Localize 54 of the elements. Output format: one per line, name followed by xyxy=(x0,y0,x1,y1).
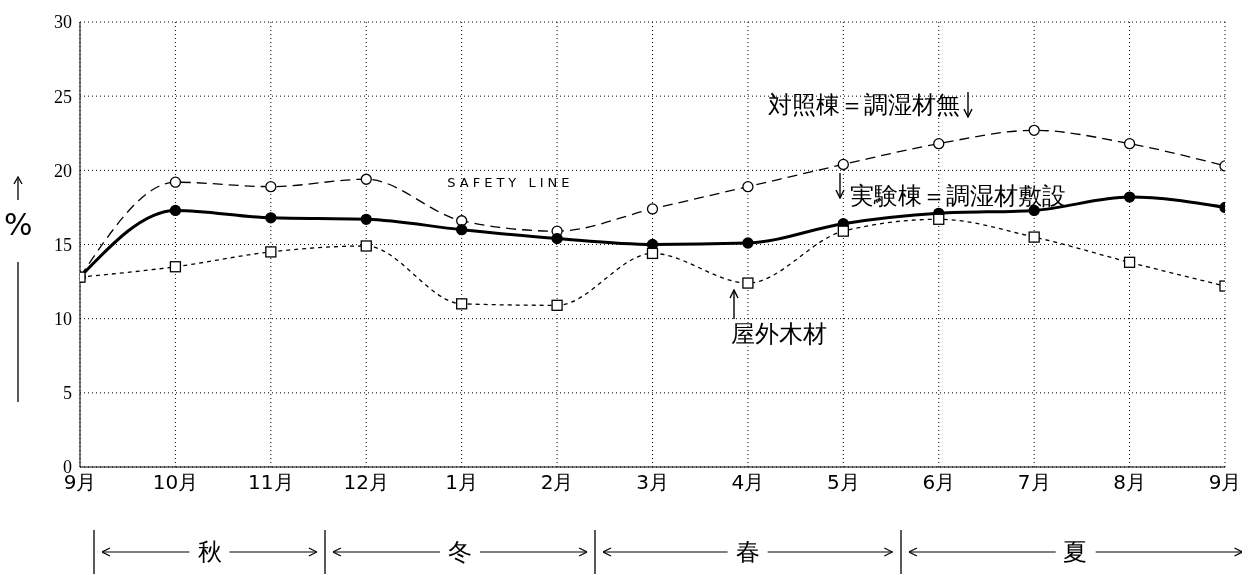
y-tick-label: 20 xyxy=(54,160,72,181)
y-tick-label: 30 xyxy=(54,12,72,33)
legend-label: 実験棟＝調湿材敷設 xyxy=(850,181,1066,211)
point xyxy=(1028,231,1040,243)
point xyxy=(742,277,754,289)
y-tick-label: 5 xyxy=(63,383,72,404)
point xyxy=(360,173,372,185)
annotation: SAFETY LINE xyxy=(447,175,574,191)
y-axis-title: % xyxy=(4,207,33,242)
point xyxy=(1123,256,1136,268)
y-tick-label: 25 xyxy=(54,86,72,107)
x-tick-label: 5月 xyxy=(826,470,860,495)
point xyxy=(551,299,563,311)
x-tick-label: 7月 xyxy=(1017,470,1051,495)
text: 冬 xyxy=(447,537,474,567)
point xyxy=(265,212,277,224)
point xyxy=(360,240,372,252)
point xyxy=(646,203,659,215)
point xyxy=(837,225,849,237)
point xyxy=(1123,137,1136,150)
point xyxy=(265,246,277,258)
series-label: 対照棟＝調湿材無 xyxy=(768,90,960,120)
x-tick-label: 6月 xyxy=(922,470,956,495)
point xyxy=(456,224,468,236)
text: 秋 xyxy=(196,537,223,567)
x-tick-label: 1月 xyxy=(445,470,479,495)
x-tick-label: 11月 xyxy=(248,470,294,495)
point xyxy=(1028,124,1040,136)
x-tick-label: 9月 xyxy=(1208,470,1242,495)
point xyxy=(265,181,277,193)
x-tick-label: 4月 xyxy=(731,470,765,495)
text: 夏 xyxy=(1062,537,1089,567)
point xyxy=(456,298,468,310)
series-label: 屋外木材 xyxy=(731,319,827,349)
y-tick-label: 15 xyxy=(54,234,72,255)
point xyxy=(360,213,372,225)
point xyxy=(646,247,659,260)
x-tick-label: 2月 xyxy=(540,470,574,495)
point xyxy=(933,213,945,225)
x-tick-label: 3月 xyxy=(636,470,669,495)
point xyxy=(169,261,182,273)
point xyxy=(742,181,754,193)
point xyxy=(1123,191,1136,203)
x-tick-label: 12月 xyxy=(343,470,389,495)
point xyxy=(742,237,754,249)
point xyxy=(169,204,182,217)
point xyxy=(169,176,182,188)
point xyxy=(837,158,849,171)
text: 春 xyxy=(734,537,761,567)
x-tick-label: 8月 xyxy=(1113,470,1146,495)
point xyxy=(551,232,563,245)
point xyxy=(933,137,945,150)
y-tick-label: 10 xyxy=(54,309,72,330)
x-tick-label: 10月 xyxy=(152,470,199,495)
